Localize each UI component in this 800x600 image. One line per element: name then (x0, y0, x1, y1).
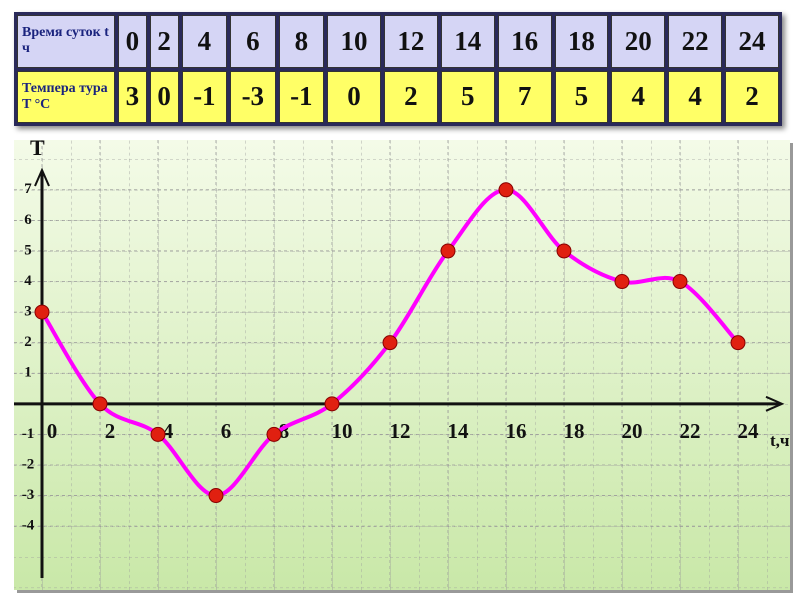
x-tick-label: 6 (221, 419, 232, 443)
table-cell: 0 (149, 70, 179, 123)
point (672, 274, 688, 290)
x-tick-label: 10 (332, 419, 353, 443)
x-tick-label: 20 (622, 419, 643, 443)
table-cell: 2 (149, 15, 179, 68)
point (498, 182, 514, 198)
point (440, 243, 456, 259)
table-cell: -1 (278, 70, 325, 123)
point (92, 396, 108, 412)
table-cell: 12 (383, 15, 438, 68)
point (730, 335, 746, 351)
x-tick-label: 0 (47, 419, 58, 443)
y-tick-label: 5 (24, 242, 32, 258)
data-table: Время суток t ч 0 2 4 6 8 10 12 14 16 18 20 22 24 Тем… (14, 12, 782, 126)
y-tick-label: -1 (22, 426, 35, 442)
y-axis-arrow (34, 167, 50, 187)
x-axis-label: t,ч (770, 431, 790, 450)
x-tick-label: 12 (390, 419, 411, 443)
x-axis-arrow (765, 395, 785, 412)
table-cell: 10 (327, 15, 381, 68)
table-cell: -1 (181, 70, 228, 123)
point (266, 426, 282, 442)
point (614, 274, 630, 290)
point (556, 243, 572, 259)
table-cell: 22 (668, 15, 723, 68)
x-tick-label: 14 (448, 419, 470, 443)
table-cell: 2 (383, 70, 438, 123)
table-cell: 5 (440, 70, 495, 123)
x-tick-label: 4 (163, 419, 174, 443)
table-cell: 16 (497, 15, 552, 68)
y-tick-label: 6 (24, 212, 32, 228)
y-tick-label: 7 (24, 181, 32, 197)
y-tick-label: -2 (22, 456, 35, 472)
point (208, 488, 224, 504)
table-cell: 24 (725, 15, 779, 68)
point (34, 304, 50, 320)
table-cell: 2 (725, 70, 779, 123)
x-tick-label: 24 (738, 419, 760, 443)
table-cell: 3 (118, 70, 147, 123)
table-cell: -3 (230, 70, 276, 123)
y-tick-label: 3 (24, 304, 32, 320)
table-cell: 0 (118, 15, 147, 68)
table-cell: 4 (181, 15, 228, 68)
x-tick-label: 16 (506, 419, 527, 443)
y-tick-label: -4 (22, 518, 35, 534)
point (324, 396, 340, 412)
table-cell: 18 (554, 15, 609, 68)
table-cell: 0 (327, 70, 381, 123)
table-cell: 6 (230, 15, 276, 68)
point (382, 335, 398, 351)
grid-pattern (14, 140, 790, 590)
x-tick-label: 18 (564, 419, 585, 443)
table-cell: 7 (497, 70, 552, 123)
table-cell: 20 (611, 15, 666, 68)
table-cell: 14 (440, 15, 495, 68)
y-axis-label: T (30, 135, 45, 160)
row-label: Время суток t ч (17, 15, 115, 68)
x-tick-label: 8 (279, 419, 290, 443)
x-tick-label: 22 (680, 419, 701, 443)
table-cell: 4 (668, 70, 723, 123)
point (150, 426, 166, 442)
x-tick-label: 2 (105, 419, 116, 443)
table-cell: 8 (278, 15, 325, 68)
table-cell: 5 (554, 70, 609, 123)
row-label: Темпера тура T °C (17, 70, 115, 123)
y-tick-label: 1 (24, 365, 32, 381)
y-tick-label: 4 (24, 273, 32, 289)
y-tick-label: 2 (24, 334, 32, 350)
y-tick-label: -3 (22, 487, 35, 503)
table-cell: 4 (611, 70, 666, 123)
